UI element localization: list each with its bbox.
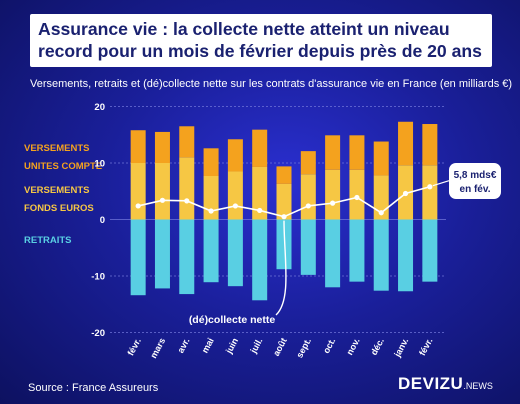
brand-name: DEVIZU — [398, 374, 464, 393]
bar-unites-compte — [349, 135, 365, 170]
annotation-callout-box — [449, 163, 501, 199]
bar-unites-compte — [154, 131, 170, 163]
bar-retraits — [154, 219, 170, 289]
bar-fonds-euros — [422, 165, 438, 220]
brand-logo: DEVIZU.NEWS — [398, 374, 493, 394]
bar-unites-compte — [373, 141, 389, 176]
x-tick-label: févr. — [125, 336, 143, 357]
source-note: Source : France Assureurs — [28, 382, 159, 394]
bar-retraits — [325, 219, 341, 288]
x-tick-label: juil. — [248, 336, 265, 355]
net-collecte-point — [354, 194, 360, 201]
bar-unites-compte — [422, 124, 438, 166]
net-collecte-point — [281, 214, 287, 220]
brand-suffix: .NEWS — [463, 381, 493, 391]
bar-fonds-euros — [252, 166, 268, 220]
bar-fonds-euros — [227, 171, 243, 220]
bar-unites-compte — [276, 166, 292, 184]
bar-fonds-euros — [349, 169, 365, 220]
net-collecte-point — [402, 190, 409, 197]
net-collecte-point — [257, 207, 263, 214]
annotation-callout-line1: 5,8 mds€ — [454, 170, 497, 181]
net-collecte-point — [378, 210, 384, 216]
y-tick-label: 20 — [94, 102, 105, 113]
net-collecte-point — [159, 197, 166, 203]
net-collecte-point — [305, 203, 311, 209]
bar-unites-compte — [203, 148, 219, 176]
bar-retraits — [349, 219, 365, 282]
bar-retraits — [130, 219, 146, 296]
legend-retraits-label: RETRAITS — [24, 235, 72, 246]
annotation-net-leader — [275, 220, 287, 316]
bar-unites-compte — [325, 135, 341, 170]
y-tick-label: -20 — [91, 328, 105, 339]
bar-unites-compte — [252, 129, 268, 167]
legend-unites-compte-line2: UNITES COMPTE — [24, 161, 103, 172]
bar-retraits — [227, 219, 243, 287]
bar-fonds-euros — [130, 163, 146, 220]
net-collecte-point — [232, 203, 238, 209]
bar-unites-compte — [130, 130, 146, 163]
bar-fonds-euros — [276, 183, 292, 220]
net-collecte-point — [330, 200, 336, 206]
legend-unites-compte-line1: VERSEMENTS — [24, 143, 90, 154]
bar-retraits — [276, 219, 292, 270]
x-tick-label: déc. — [369, 336, 386, 357]
annotation-net-label: (dé)collecte nette — [189, 314, 276, 326]
bar-fonds-euros — [325, 169, 341, 220]
bar-retraits — [300, 219, 316, 275]
x-tick-label: août — [271, 336, 289, 357]
x-tick-label: mars — [148, 336, 167, 360]
bar-retraits — [179, 219, 195, 295]
bar-retraits — [252, 219, 268, 301]
bar-retraits — [422, 219, 438, 282]
legend-retraits: RETRAITS — [24, 232, 72, 250]
annotation-callout-line2: en fév. — [460, 184, 491, 195]
legend-fonds-euros: VERSEMENTS FONDS EUROS — [24, 182, 94, 218]
bar-fonds-euros — [154, 163, 170, 220]
x-tick-label: mai — [200, 336, 216, 354]
title-box: Assurance vie : la collecte nette attein… — [30, 14, 492, 67]
annotation-callout-leader — [432, 180, 450, 187]
x-tick-label: avr. — [175, 336, 191, 354]
bar-unites-compte — [300, 151, 316, 175]
net-collecte-point — [135, 203, 141, 209]
chart-subtitle: Versements, retraits et (dé)collecte net… — [30, 78, 513, 90]
bar-fonds-euros — [373, 175, 389, 220]
x-tick-label: juin — [223, 336, 240, 356]
chart-title-line1: Assurance vie : la collecte nette attein… — [38, 19, 450, 39]
y-tick-label: 10 — [94, 159, 105, 170]
legend-unites-compte: VERSEMENTS UNITES COMPTE — [24, 140, 102, 176]
net-collecte-point — [208, 208, 214, 214]
x-tick-label: janv. — [392, 336, 411, 359]
net-collecte-point — [184, 198, 190, 204]
bar-fonds-euros — [179, 157, 195, 220]
net-collecte-point — [427, 184, 433, 190]
x-tick-label: nov. — [344, 336, 361, 356]
x-tick-label: oct. — [321, 336, 337, 355]
bar-retraits — [373, 219, 389, 291]
bar-unites-compte — [227, 139, 243, 172]
bar-unites-compte — [179, 126, 195, 158]
y-tick-label: 0 — [100, 215, 105, 226]
bar-retraits — [203, 219, 219, 283]
bar-retraits — [398, 219, 414, 292]
bar-unites-compte — [398, 121, 414, 166]
legend-fonds-euros-line1: VERSEMENTS — [24, 185, 90, 196]
x-tick-label: févr. — [417, 336, 435, 357]
x-tick-label: sept. — [294, 336, 313, 359]
legend-fonds-euros-line2: FONDS EUROS — [24, 203, 94, 214]
bar-fonds-euros — [300, 174, 316, 220]
chart-title-line2: record pour un mois de février depuis pr… — [38, 41, 482, 61]
y-tick-label: -10 — [91, 272, 105, 283]
